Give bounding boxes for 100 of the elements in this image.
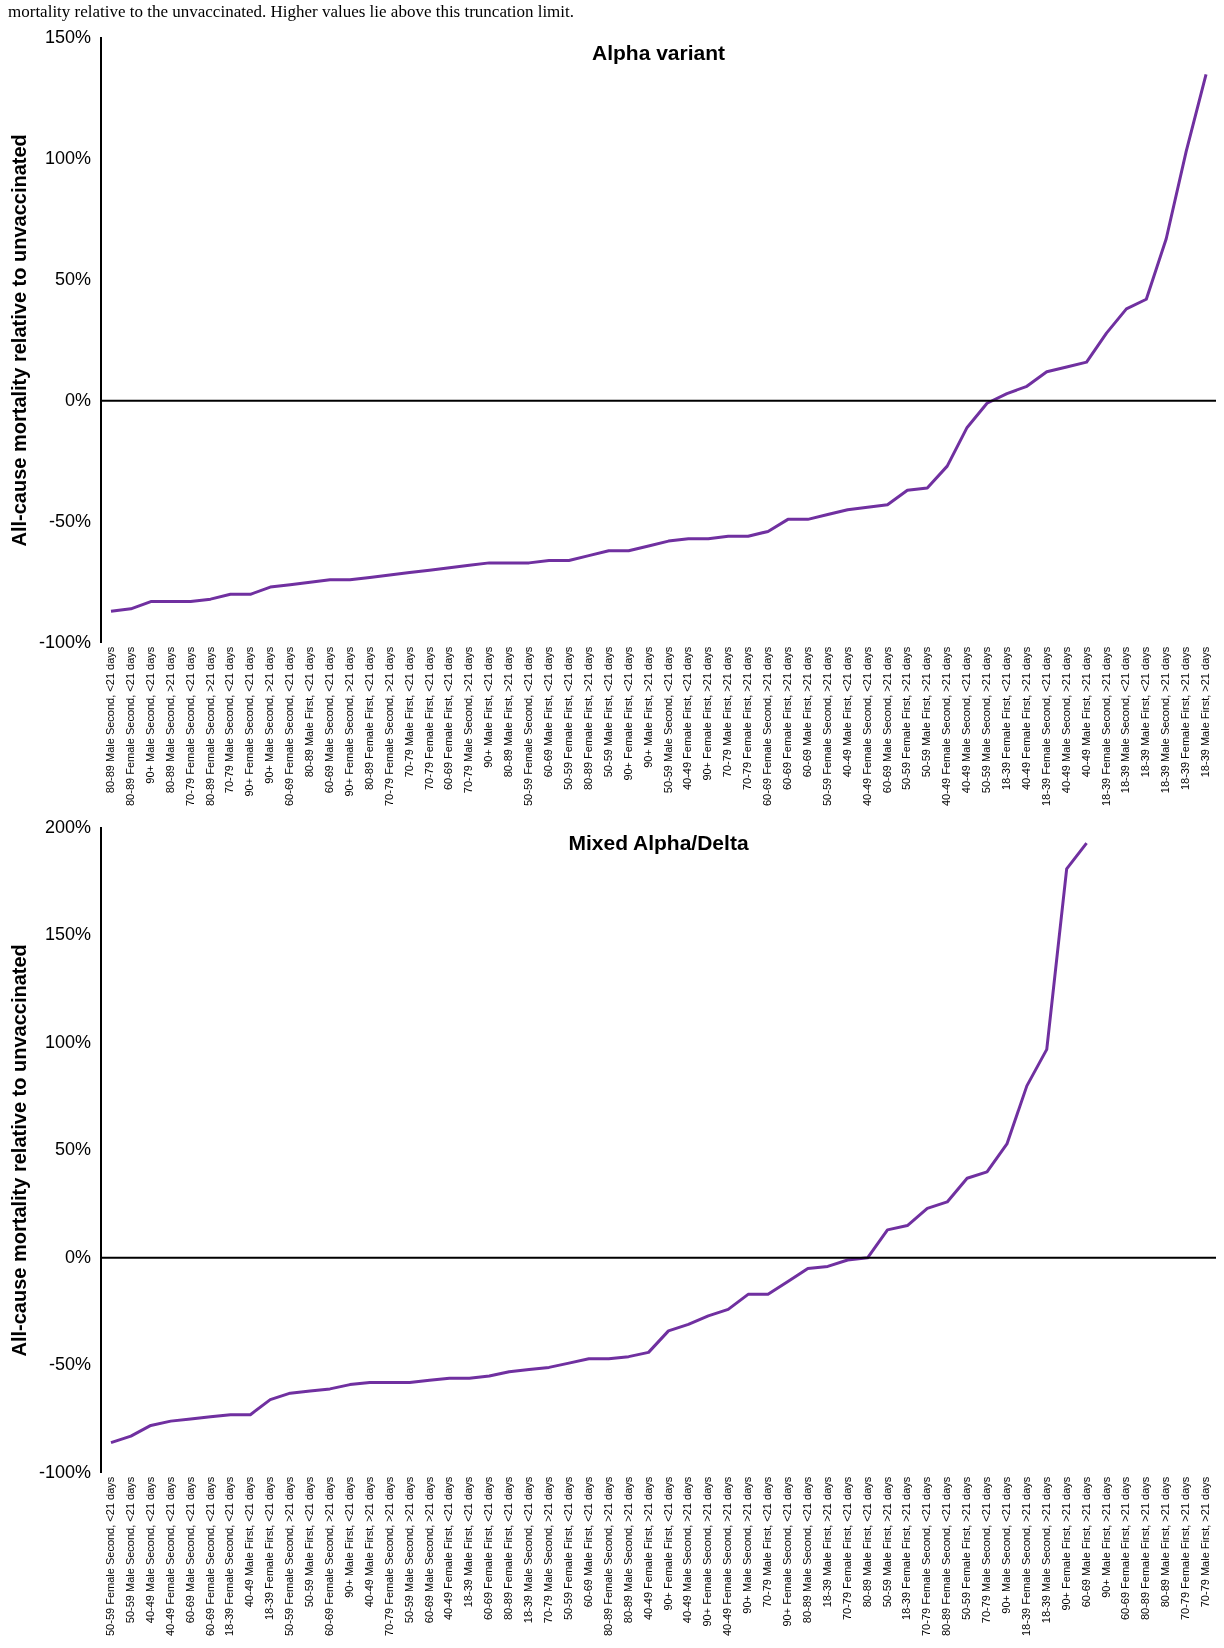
x-tick-label: 50-59 Female First, >21 days	[900, 646, 913, 791]
x-tick-label: 80-89 Male Second, >21 days	[621, 1476, 634, 1624]
y-axis-title: All-cause mortality relative to unvaccinated	[7, 944, 30, 1357]
x-tick-label: 50-59 Female First, <21 days	[561, 1476, 574, 1621]
x-tick-label: 40-49 Male Second, >21 days	[681, 1476, 694, 1624]
x-tick-label: 40-49 Male First, <21 days	[840, 646, 853, 778]
y-tick-label: -50%	[49, 510, 92, 531]
x-tick-label: 18-39 Female Second, <21 days	[1039, 646, 1052, 806]
y-tick-label: 200%	[44, 816, 92, 837]
y-tick-label: 100%	[44, 1031, 92, 1052]
x-tick-label: 70-79 Female First, <21 days	[422, 646, 435, 791]
x-tick-label: 70-79 Male Second, >21 days	[542, 1476, 555, 1624]
x-tick-label: 18-39 Female First, <21 days	[999, 646, 1012, 791]
x-tick-label: 18-39 Female First, >21 days	[1179, 646, 1192, 791]
x-tick-label: 80-89 Female First, <21 days	[362, 646, 375, 791]
x-tick-label: 40-49 Male Second, <21 days	[143, 1476, 156, 1624]
x-tick-label: 70-79 Male Second, <21 days	[223, 646, 236, 794]
chart-title: Alpha variant	[591, 41, 726, 65]
text: mortality relative to the unvaccinated. Higher values lie above this truncation limit.	[7, 1, 576, 23]
x-tick-label: 50-59 Male Second, <21 days	[123, 1476, 136, 1624]
x-tick-label: 50-59 Male First, <21 days	[303, 1476, 316, 1608]
x-tick-label: 80-89 Male First, <21 days	[860, 1476, 873, 1608]
x-tick-label: 90+ Male Second, >21 days	[741, 1476, 754, 1614]
x-tick-label: 70-79 Female Second, >21 days	[382, 646, 395, 806]
x-tick-label: 60-69 Female Second, <21 days	[203, 1476, 216, 1636]
y-axis-title: All-cause mortality relative to unvaccinated	[7, 134, 30, 547]
x-tick-label: 40-49 Female Second, <21 days	[860, 646, 873, 806]
x-tick-label: 70-79 Female First, <21 days	[840, 1476, 853, 1621]
x-tick-label: 60-69 Male First, <21 days	[542, 646, 555, 778]
x-tick-label: 80-89 Male Second, <21 days	[104, 646, 117, 794]
x-tick-label: 60-69 Male First, >21 days	[1079, 1476, 1092, 1608]
x-tick-label: 18-39 Female First, >21 days	[900, 1476, 913, 1621]
x-tick-label: 18-39 Male Second, <21 days	[522, 1476, 535, 1624]
y-tick-label: 50%	[55, 1139, 92, 1160]
x-tick-label: 18-39 Male First, <21 days	[1139, 646, 1152, 778]
x-tick-label: 70-79 Female First, >21 days	[741, 646, 754, 791]
x-tick-label: 80-89 Male First, >21 days	[502, 646, 515, 778]
x-tick-label: 80-89 Female First, <21 days	[502, 1476, 515, 1621]
x-tick-label: 70-79 Female Second, <21 days	[183, 646, 196, 806]
x-tick-label: 90+ Female First, >21 days	[701, 646, 714, 781]
x-tick-label: 70-79 Female Second, >21 days	[382, 1476, 395, 1636]
x-tick-label: 80-89 Female Second, <21 days	[940, 1476, 953, 1636]
x-tick-label: 50-59 Male First, <21 days	[601, 646, 614, 778]
x-tick-label: 60-69 Female First, <21 days	[442, 646, 455, 791]
x-tick-label: 60-69 Male First, >21 days	[800, 646, 813, 778]
x-tick-label: 70-79 Male First, >21 days	[1199, 1476, 1212, 1608]
x-tick-label: 50-59 Male First, >21 days	[880, 1476, 893, 1608]
x-tick-label: 80-89 Male First, <21 days	[303, 646, 316, 778]
x-tick-label: 80-89 Female Second, >21 days	[203, 646, 216, 806]
x-tick-label: 50-59 Male First, >21 days	[920, 646, 933, 778]
x-tick-label: 40-49 Female Second, >21 days	[721, 1476, 734, 1636]
x-tick-label: 50-59 Female First, >21 days	[960, 1476, 973, 1621]
x-tick-label: 60-69 Female First, <21 days	[482, 1476, 495, 1621]
x-tick-label: 50-59 Female Second, <21 days	[522, 646, 535, 806]
y-tick-label: -50%	[49, 1354, 92, 1375]
chart-title: Mixed Alpha/Delta	[568, 831, 749, 855]
x-tick-label: 18-39 Female Second, <21 days	[223, 1476, 236, 1636]
x-tick-label: 60-69 Male Second, >21 days	[422, 1476, 435, 1624]
x-tick-label: 18-39 Male Second, <21 days	[1119, 646, 1132, 794]
x-tick-label: 40-49 Female Second, <21 days	[163, 1476, 176, 1636]
x-tick-label: 18-39 Female Second, >21 days	[1019, 1476, 1032, 1636]
x-tick-label: 90+ Female First, >21 days	[1059, 1476, 1072, 1611]
x-tick-label: 90+ Female Second, >21 days	[342, 646, 355, 797]
x-tick-label: 70-79 Male First, <21 days	[761, 1476, 774, 1608]
x-tick-label: 60-69 Male Second, <21 days	[183, 1476, 196, 1624]
x-tick-label: 80-89 Male First, >21 days	[1159, 1476, 1172, 1608]
y-tick-label: 50%	[55, 268, 92, 289]
x-tick-label: 18-39 Male First, >21 days	[820, 1476, 833, 1608]
x-tick-label: 40-49 Female First, <21 days	[442, 1476, 455, 1621]
x-tick-label: 60-69 Female Second, >21 days	[323, 1476, 336, 1636]
x-tick-label: 60-69 Male First, <21 days	[581, 1476, 594, 1608]
x-tick-label: 18-39 Male Second, >21 days	[1159, 646, 1172, 794]
x-tick-label: 18-39 Female Second, >21 days	[1099, 646, 1112, 806]
x-tick-label: 90+ Male Second, <21 days	[999, 1476, 1012, 1614]
x-tick-label: 90+ Male Second, <21 days	[143, 646, 156, 784]
x-tick-label: 18-39 Male First, >21 days	[1199, 646, 1212, 778]
x-tick-label: 60-69 Female First, >21 days	[780, 646, 793, 791]
x-tick-label: 90+ Female Second, >21 days	[701, 1476, 714, 1627]
x-tick-label: 90+ Male First, <21 days	[342, 1476, 355, 1598]
x-tick-label: 80-89 Male Second, >21 days	[163, 646, 176, 794]
x-tick-label: 70-79 Female First, >21 days	[1179, 1476, 1192, 1621]
x-tick-label: 50-59 Male Second, <21 days	[661, 646, 674, 794]
y-tick-label: 100%	[44, 147, 92, 168]
x-tick-label: 90+ Female Second, <21 days	[780, 1476, 793, 1627]
x-tick-label: 90+ Female First, <21 days	[621, 646, 634, 781]
x-tick-label: 40-49 Male First, <21 days	[243, 1476, 256, 1608]
x-tick-label: 50-59 Female First, <21 days	[561, 646, 574, 791]
x-tick-label: 80-89 Female Second, <21 days	[123, 646, 136, 806]
x-tick-label: 80-89 Male Second, <21 days	[800, 1476, 813, 1624]
x-tick-label: 50-59 Female Second, >21 days	[283, 1476, 296, 1636]
x-tick-label: 60-69 Male Second, <21 days	[323, 646, 336, 794]
x-tick-label: 40-49 Female First, <21 days	[681, 646, 694, 791]
x-tick-label: 40-49 Male Second, <21 days	[960, 646, 973, 794]
x-tick-label: 90+ Male First, <21 days	[482, 646, 495, 768]
x-tick-label: 18-39 Female First, <21 days	[263, 1476, 276, 1621]
x-tick-label: 60-69 Female Second, >21 days	[761, 646, 774, 806]
x-tick-label: 50-59 Male Second, >21 days	[402, 1476, 415, 1624]
x-tick-label: 80-89 Female Second, >21 days	[601, 1476, 614, 1636]
y-tick-label: 0%	[65, 1246, 92, 1267]
x-tick-label: 50-59 Male Second, >21 days	[980, 646, 993, 794]
